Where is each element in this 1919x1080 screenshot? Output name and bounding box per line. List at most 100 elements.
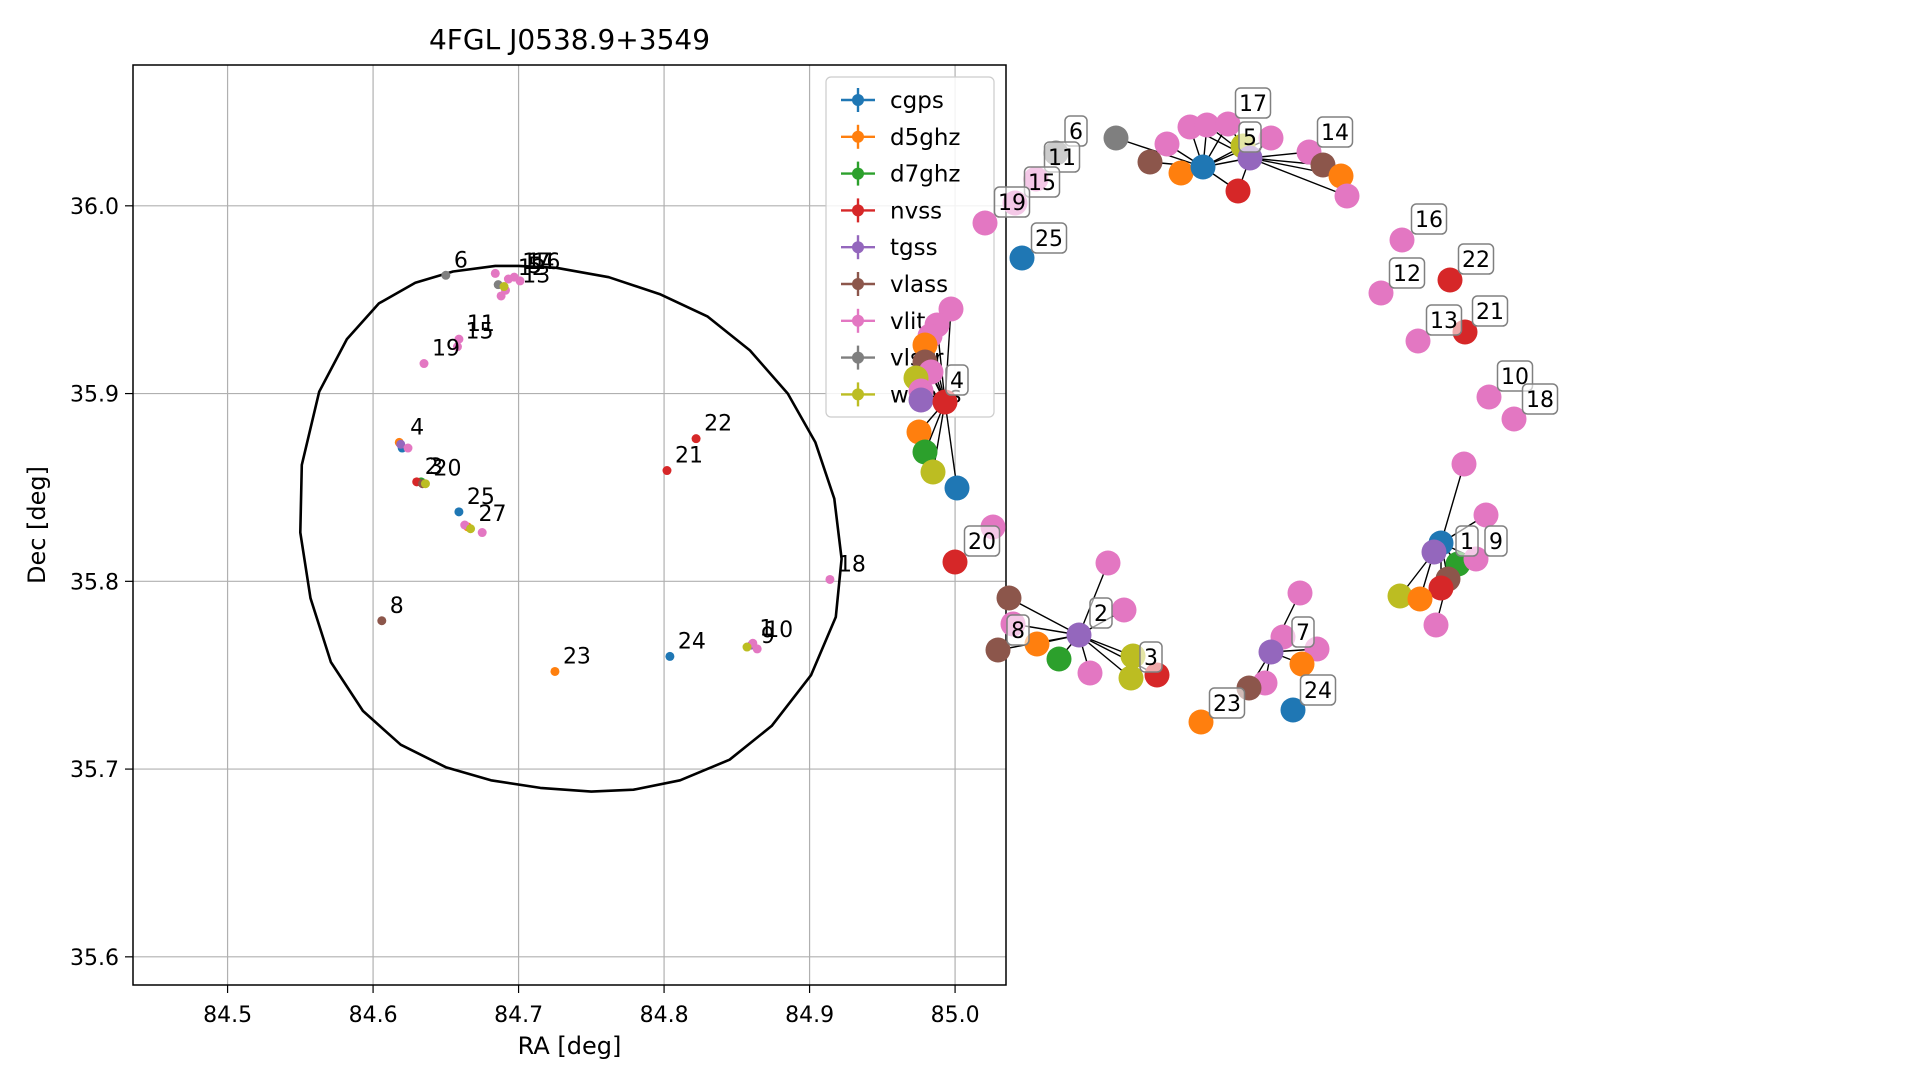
node-label-box: 23 <box>1208 687 1246 719</box>
x-tick-label: 85.0 <box>931 1003 980 1028</box>
point-marker <box>825 574 835 584</box>
node-label-frame <box>1410 203 1448 235</box>
point-label: 25 <box>467 485 495 510</box>
point-vlite <box>452 342 462 352</box>
point-marker <box>691 434 701 444</box>
node-vlass <box>985 637 1011 663</box>
node-vlass <box>1137 149 1163 175</box>
node-label-box: 12 <box>1388 257 1426 289</box>
node-tgss <box>908 387 934 413</box>
node-label: 9 <box>1489 530 1503 555</box>
node-vlite <box>1389 227 1415 253</box>
point-label: 20 <box>433 457 461 482</box>
node-label: 2 <box>1094 602 1108 627</box>
point-wenss <box>420 479 430 489</box>
graph-edge <box>944 401 958 489</box>
x-tick-label: 84.5 <box>203 1003 252 1028</box>
point-vlite <box>477 528 487 538</box>
node-label-frame <box>1238 121 1262 153</box>
point-marker <box>454 507 464 517</box>
node-label-box: 17 <box>1234 87 1272 119</box>
legend-marker-dot <box>852 351 864 364</box>
point-marker <box>419 359 429 369</box>
point-cgps <box>454 507 464 517</box>
legend-item-tgss: tgss <box>841 235 938 261</box>
y-tick-label: 36.0 <box>70 195 119 220</box>
node-vlite <box>1473 502 1499 528</box>
node-label: 18 <box>1526 388 1554 413</box>
node-d5ghz <box>1188 709 1214 735</box>
point-marker <box>452 342 462 352</box>
node-label-box: 16 <box>1410 203 1448 235</box>
node-label-frame <box>1089 597 1113 629</box>
node-cgps <box>944 475 970 501</box>
point-vlite <box>509 272 519 282</box>
node-label-box: 7 <box>1291 616 1315 648</box>
point-vlite <box>752 644 762 654</box>
y-tick-label: 35.9 <box>70 383 119 408</box>
legend-marker-dot <box>852 130 864 143</box>
node-label-box: 9 <box>1484 525 1508 557</box>
legend-label: vlass <box>890 272 948 298</box>
point-d5ghz <box>550 666 560 676</box>
node-label-frame <box>1425 304 1463 336</box>
point-marker <box>466 524 476 534</box>
point-marker <box>742 642 752 652</box>
node-label: 6 <box>1069 120 1083 145</box>
node-label-box: 13 <box>1425 304 1463 336</box>
point-label: 17 <box>522 250 550 275</box>
node-label: 13 <box>1430 309 1458 334</box>
point-label: 4 <box>410 415 424 440</box>
point-vlite <box>490 268 500 278</box>
point-nvss <box>662 466 672 476</box>
node-label-box: 1 <box>1455 525 1479 557</box>
legend-label: cgps <box>890 88 944 114</box>
node-label: 17 <box>1239 92 1267 117</box>
node-label-frame <box>1496 360 1534 392</box>
legend-marker-dot <box>852 167 864 180</box>
point-marker <box>752 644 762 654</box>
point-label: 6 <box>454 248 468 273</box>
point-tgss <box>396 439 406 449</box>
point-vlite <box>403 443 413 453</box>
node-label-frame <box>1139 641 1163 673</box>
node-nvss <box>1437 267 1463 293</box>
point-label: 24 <box>678 629 706 654</box>
y-tick-label: 35.6 <box>70 946 119 971</box>
legend-label: nvss <box>890 198 942 224</box>
legend: cgpsd5ghzd7ghznvsstgssvlassvlitevlssrwen… <box>825 76 995 418</box>
node-label: 4 <box>950 369 964 394</box>
node-label-box: 20 <box>963 525 1001 557</box>
point-vlite <box>825 574 835 584</box>
node-label-frame <box>1316 116 1354 148</box>
point-marker <box>499 282 509 292</box>
legend-marker-dot <box>852 94 864 106</box>
node-label-frame <box>945 364 969 396</box>
node-tgss <box>1258 639 1284 665</box>
y-tick-label: 35.7 <box>70 758 119 783</box>
point-label: 9 <box>761 624 775 649</box>
point-label: 1 <box>759 616 773 641</box>
node-label-box: 8 <box>1006 614 1030 646</box>
node-vlass <box>996 585 1022 611</box>
node-cgps <box>1190 154 1216 180</box>
node-label-box: 2 <box>1089 597 1113 629</box>
legend-marker-dot <box>852 388 864 401</box>
point-cgps <box>665 651 675 661</box>
legend-item-cgps: cgps <box>841 88 944 114</box>
point-marker <box>396 439 406 449</box>
node-d5ghz <box>1024 631 1050 657</box>
point-vlite <box>454 334 464 344</box>
legend-item-d5ghz: d5ghz <box>841 124 960 151</box>
node-vlite <box>1334 183 1360 209</box>
point-wenss <box>466 524 476 534</box>
node-d5ghz <box>1407 586 1433 612</box>
node-d5ghz <box>906 419 932 445</box>
point-marker <box>662 466 672 476</box>
node-label: 25 <box>1035 227 1063 252</box>
node-label: 1 <box>1460 530 1474 555</box>
point-nvss <box>691 434 701 444</box>
point-label: 10 <box>765 618 793 643</box>
point-label: 11 <box>467 312 495 337</box>
